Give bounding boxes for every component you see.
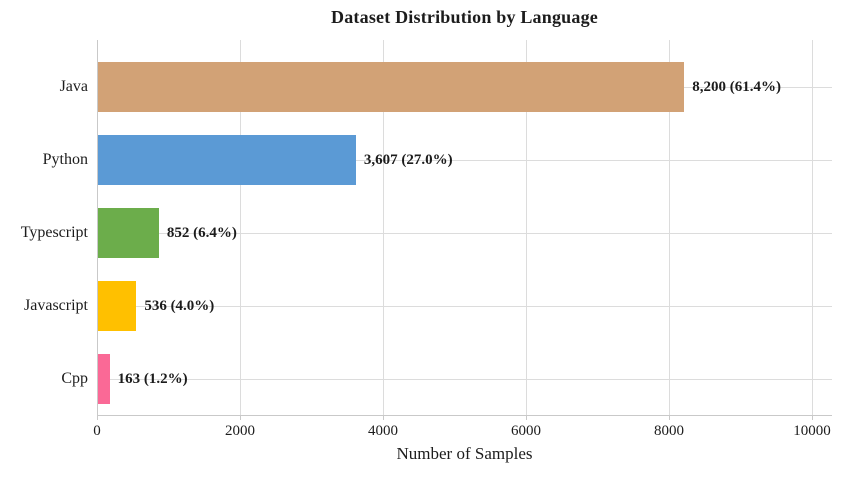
x-tick-mark xyxy=(812,415,813,420)
y-axis-line xyxy=(97,40,98,415)
h-gridline xyxy=(97,232,832,234)
plot-area: 0 2000 4000 6000 8000 10000 8,200 (61.4%) Java 3… xyxy=(21,40,832,439)
h-gridline xyxy=(97,159,832,161)
x-axis-line xyxy=(97,415,832,416)
x-tick-mark xyxy=(240,415,241,420)
bar xyxy=(98,61,685,112)
x-tick-mark xyxy=(383,415,384,420)
y-category-label: Typescript xyxy=(20,223,88,241)
x-tick-label: 6000 xyxy=(511,423,541,439)
v-gridline xyxy=(240,40,241,415)
bar-value-label: 3,607 (27.0%) xyxy=(363,151,453,168)
v-gridline xyxy=(669,40,670,415)
y-category-label: Python xyxy=(42,150,88,168)
x-tick-mark xyxy=(97,415,98,420)
bar-value-label: 8,200 (61.4%) xyxy=(692,78,782,95)
v-gridline xyxy=(526,40,527,415)
bar xyxy=(98,280,137,331)
v-gridline xyxy=(812,40,813,415)
bar-value-label: 163 (1.2%) xyxy=(117,370,188,387)
chart-title: Dataset Distribution by Language xyxy=(331,7,598,27)
x-tick-label: 4000 xyxy=(368,423,398,439)
bar xyxy=(98,353,110,404)
x-tick-mark xyxy=(669,415,670,420)
h-gridline xyxy=(97,378,832,380)
y-category-label: Cpp xyxy=(61,369,88,387)
x-tick-label: 2000 xyxy=(225,423,255,439)
bar-value-label: 852 (6.4%) xyxy=(166,224,237,241)
x-tick-label: 0 xyxy=(93,423,101,439)
v-gridline xyxy=(383,40,384,415)
bar xyxy=(98,207,159,258)
x-tick-label: 10000 xyxy=(793,423,831,439)
y-category-label: Javascript xyxy=(24,296,88,314)
x-axis-label: Number of Samples xyxy=(396,444,533,463)
x-tick-mark xyxy=(526,415,527,420)
bar-value-label: 536 (4.0%) xyxy=(144,297,215,314)
x-tick-label: 8000 xyxy=(654,423,684,439)
bar xyxy=(98,134,356,185)
y-category-label: Java xyxy=(59,77,88,95)
h-gridline xyxy=(97,305,832,307)
